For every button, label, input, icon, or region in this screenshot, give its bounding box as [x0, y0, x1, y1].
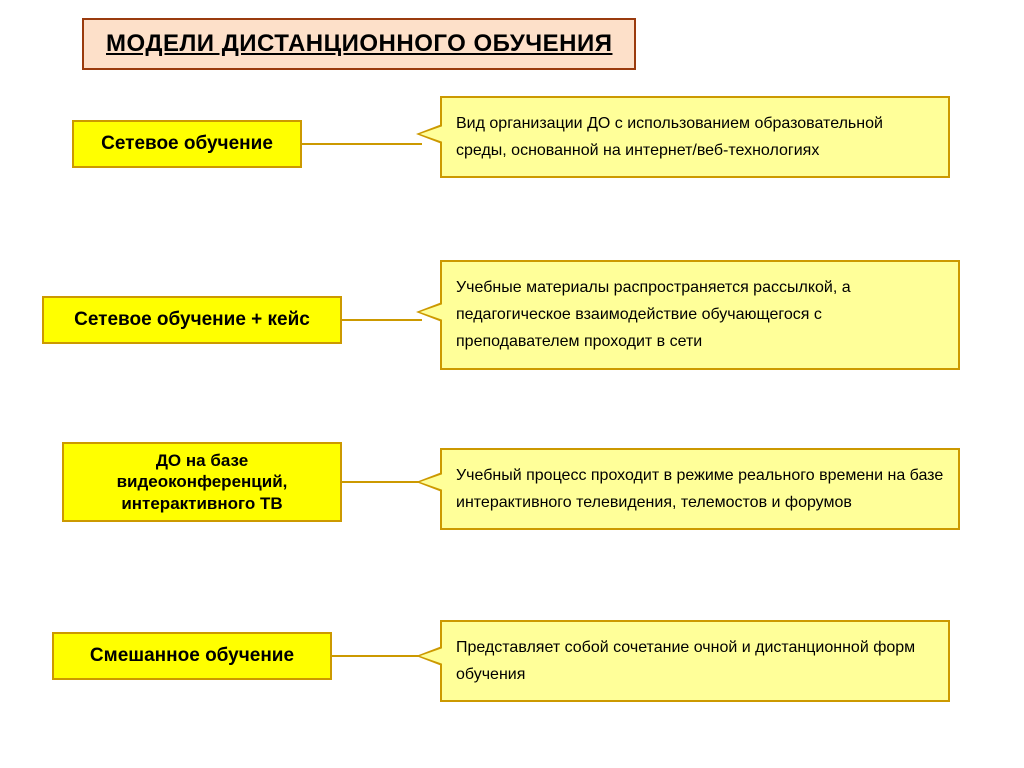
model-desc-network-case: Учебные материалы распространяется рассы…: [440, 260, 960, 370]
model-label-network-case: Сетевое обучение + кейс: [42, 296, 342, 344]
connector: [342, 319, 422, 321]
model-desc-blended: Представляет собой сочетание очной и дис…: [440, 620, 950, 702]
label-text: Смешанное обучение: [90, 644, 294, 668]
page-title: МОДЕЛИ ДИСТАНЦИОННОГО ОБУЧЕНИЯ: [82, 18, 636, 70]
label-text: Сетевое обучение: [101, 132, 273, 156]
callout-text: Представляет собой сочетание очной и дис…: [456, 639, 915, 683]
model-label-network: Сетевое обучение: [72, 120, 302, 168]
connector: [302, 143, 422, 145]
connector: [342, 481, 422, 483]
model-label-blended: Смешанное обучение: [52, 632, 332, 680]
label-text: Сетевое обучение + кейс: [74, 308, 310, 332]
label-text: ДО на базе видеоконференций, интерактивн…: [78, 450, 326, 514]
callout-text: Учебные материалы распространяется рассы…: [456, 279, 851, 350]
model-desc-network: Вид организации ДО с использованием обра…: [440, 96, 950, 178]
model-desc-videoconf: Учебный процесс проходит в режиме реальн…: [440, 448, 960, 530]
callout-text: Учебный процесс проходит в режиме реальн…: [456, 467, 943, 511]
model-label-videoconf: ДО на базе видеоконференций, интерактивн…: [62, 442, 342, 522]
callout-text: Вид организации ДО с использованием обра…: [456, 115, 883, 159]
connector: [332, 655, 422, 657]
